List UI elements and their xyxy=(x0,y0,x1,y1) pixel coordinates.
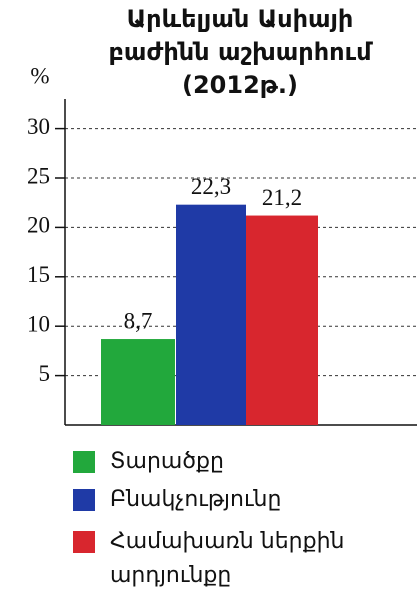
legend-swatch xyxy=(73,451,95,473)
bar xyxy=(246,215,318,425)
legend-swatch xyxy=(73,489,95,511)
value-label: 22,3 xyxy=(191,174,231,199)
y-tick-label: 15 xyxy=(27,262,50,287)
y-tick-label: 30 xyxy=(27,114,50,139)
legend-swatch xyxy=(73,531,95,553)
legend-label: Բնակչությունը xyxy=(110,487,282,512)
y-tick-label: 10 xyxy=(27,311,50,336)
value-label: 8,7 xyxy=(124,308,153,333)
legend-label: Համախառն ներքին արդյունքը xyxy=(110,529,345,588)
y-tick-label: 20 xyxy=(27,213,50,238)
legend-label: Տարածքը xyxy=(110,449,224,474)
y-tick-label: 5 xyxy=(39,361,51,386)
chart-title: Արևելյան Ասիայի xyxy=(127,5,354,33)
chart-title: (2012թ.) xyxy=(182,71,298,99)
bar xyxy=(176,204,246,425)
value-label: 21,2 xyxy=(262,185,302,210)
chart-title: բաժինն աշխարհում xyxy=(109,38,374,66)
y-axis-label: % xyxy=(30,63,49,88)
bar xyxy=(101,339,175,425)
y-tick-label: 25 xyxy=(27,163,50,188)
